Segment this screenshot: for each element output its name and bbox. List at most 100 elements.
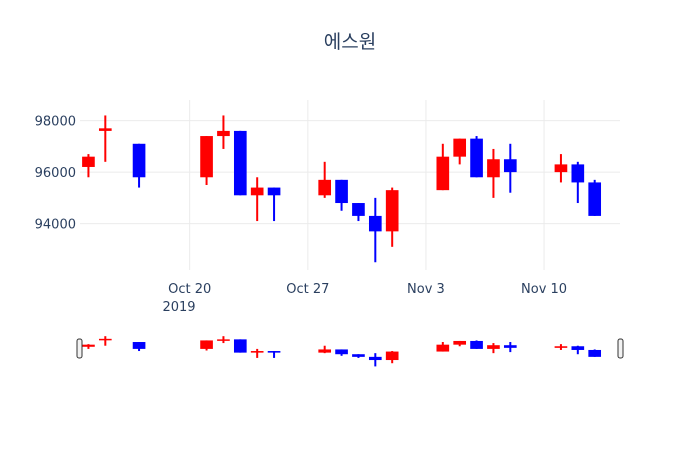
range-slider-left-handle[interactable] (76, 338, 83, 359)
candle-body (503, 159, 517, 173)
mini-candle-body (503, 345, 517, 348)
candle (233, 130, 247, 196)
candle (503, 143, 517, 193)
mini-candle (554, 344, 568, 350)
candle (267, 187, 281, 222)
y-tick-label: 98000 (35, 115, 76, 130)
mini-candle-body (82, 344, 95, 347)
x-tick-label: Oct 20 (168, 282, 211, 297)
mini-candle-body (250, 351, 264, 353)
mini-candle-body (98, 338, 112, 341)
candle (98, 115, 112, 162)
candle (588, 179, 602, 216)
mini-candle (436, 342, 450, 352)
candle-body (217, 130, 230, 137)
mini-candle-body (487, 345, 500, 349)
mini-candle-body (352, 354, 365, 357)
mini-candle (571, 345, 585, 355)
candle-body (487, 159, 500, 178)
mini-candle (385, 351, 399, 364)
range-slider-right-handle[interactable] (617, 338, 624, 359)
mini-candle-body (132, 342, 146, 349)
y-axis-ticks: 94000 96000 98000 (35, 115, 76, 233)
mini-candle (98, 336, 112, 346)
mini-candle (233, 339, 247, 353)
candle-body (571, 164, 585, 183)
mini-candle-body (217, 339, 230, 341)
mini-candle-body (318, 349, 332, 353)
x-tick-label: Oct 27 (286, 282, 329, 297)
candle (217, 115, 230, 149)
candle-body (132, 143, 146, 178)
candle (470, 136, 483, 178)
mini-candle-body (267, 351, 281, 353)
mini-candle (368, 353, 382, 367)
y-tick-label: 94000 (35, 218, 76, 233)
candle-body (233, 130, 247, 196)
candle-body (436, 156, 450, 191)
candle-body (318, 179, 332, 196)
mini-candle (503, 342, 517, 353)
mini-candle-body (571, 346, 585, 350)
candle-body (250, 187, 264, 196)
mini-candle-body (588, 349, 602, 357)
candle-body (453, 138, 467, 157)
candle-body (385, 190, 399, 232)
mini-candle (200, 340, 213, 351)
candle-body (82, 156, 95, 167)
candle (554, 154, 568, 183)
x-axis-year-label: 2019 (162, 300, 195, 315)
mini-candle (250, 348, 264, 358)
candle (385, 187, 399, 247)
candle (453, 138, 467, 165)
mini-candle-body (453, 340, 467, 345)
mini-candle-body (385, 351, 399, 361)
mini-candle (352, 354, 365, 358)
mini-candle-body (470, 340, 483, 349)
mini-candle (335, 349, 348, 356)
candle (352, 203, 365, 222)
mini-candle-body (335, 349, 348, 355)
mini-candle (588, 349, 602, 357)
range-slider[interactable] (76, 336, 624, 367)
candle-body (98, 128, 112, 131)
candle (82, 154, 95, 178)
candle-body (267, 187, 281, 196)
y-tick-label: 96000 (35, 166, 76, 181)
mini-candle-body (554, 346, 568, 348)
mini-candle-body (233, 339, 247, 353)
chart-title: 에스원 (324, 31, 376, 53)
mini-candle-body (368, 356, 382, 361)
mini-candle (132, 342, 146, 352)
mini-candle (217, 336, 230, 344)
mini-candle (82, 344, 95, 349)
candle (318, 161, 332, 198)
candle (571, 161, 585, 204)
candle (200, 136, 213, 185)
candle (335, 179, 348, 211)
candle (368, 197, 382, 263)
x-tick-label: Nov 10 (521, 282, 567, 297)
candle (132, 143, 146, 188)
candle-body (588, 182, 602, 216)
mini-candle (453, 340, 467, 347)
range-slider-candles (82, 336, 602, 367)
candle-body (470, 138, 483, 178)
mini-candle-body (200, 340, 213, 349)
mini-candle (487, 343, 500, 354)
candle-body (200, 136, 213, 178)
candle (250, 177, 264, 222)
mini-candle (318, 345, 332, 354)
candle-body (368, 215, 382, 232)
candle-body (335, 179, 348, 204)
candle-body (554, 164, 568, 173)
candle (436, 143, 450, 191)
x-axis-ticks: Oct 20 Oct 27 Nov 3 Nov 10 (168, 282, 567, 297)
candles (82, 115, 602, 263)
grid-lines (80, 100, 620, 270)
candle (487, 148, 500, 198)
x-tick-label: Nov 3 (407, 282, 445, 297)
candle-body (352, 203, 365, 216)
mini-candle-body (436, 344, 450, 352)
